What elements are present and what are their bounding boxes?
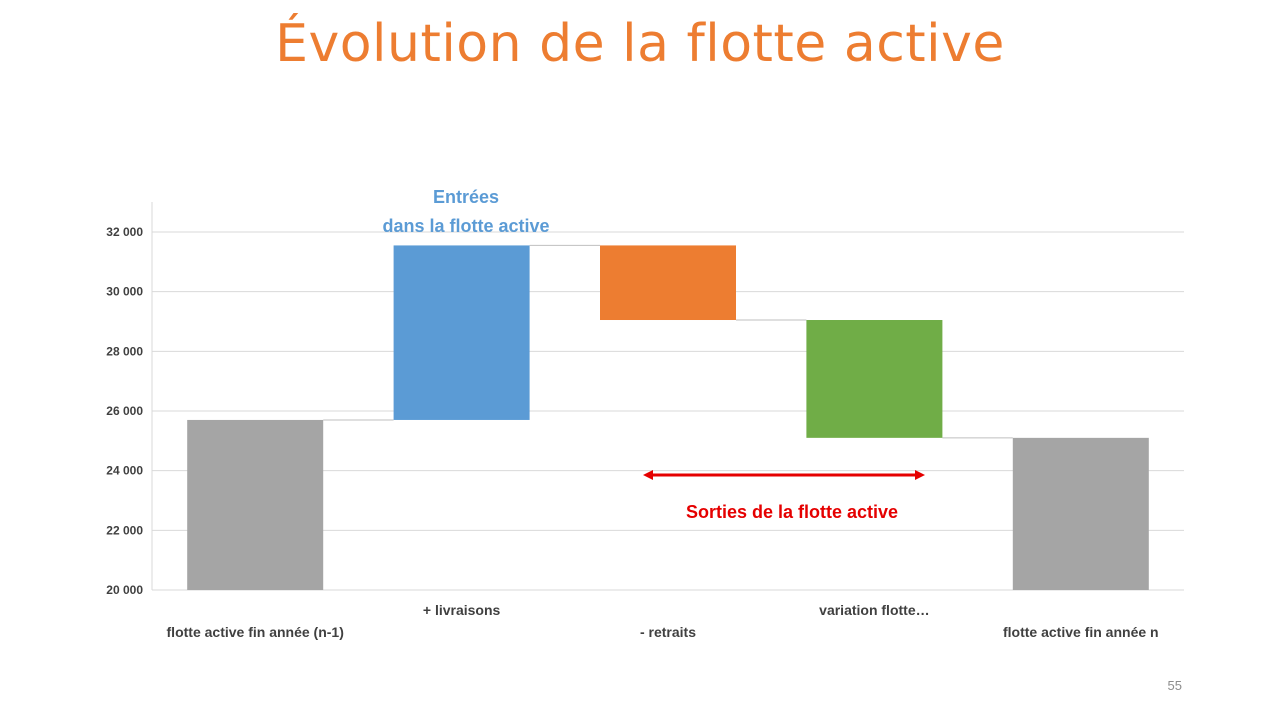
y-axis: 20 000 22 000 24 000 26 000 28 000 30 000 32 0… [106, 225, 143, 597]
bar-decrease [600, 245, 736, 321]
connectors [323, 244, 1013, 439]
x-tick-label: variation flotte… [819, 602, 929, 618]
slide-title: Évolution de la flotte active [275, 14, 1005, 74]
entrees-annotation: Entrées dans la flotte active [382, 187, 549, 236]
bar-total [1012, 437, 1149, 590]
entrees-annotation-line-1: Entrées [433, 187, 499, 207]
sorties-annotation: Sorties de la flotte active [686, 502, 898, 522]
bar-total [187, 419, 324, 590]
bar-decrease [806, 320, 943, 438]
bars [187, 245, 1149, 590]
y-tick-label: 20 000 [106, 583, 143, 597]
x-tick-label: - retraits [640, 624, 696, 640]
x-tick-label: + livraisons [423, 602, 501, 618]
y-tick-label: 26 000 [106, 404, 143, 418]
y-tick-label: 24 000 [106, 464, 143, 478]
x-tick-label: flotte active fin année (n-1) [167, 624, 344, 640]
entrees-annotation-line-2: dans la flotte active [382, 216, 549, 236]
y-tick-label: 30 000 [106, 285, 143, 299]
bar-increase [393, 245, 530, 420]
y-tick-label: 28 000 [106, 344, 143, 358]
x-axis: flotte active fin année (n-1) + livraison… [167, 602, 1159, 640]
page-number: 55 [1167, 678, 1182, 693]
y-tick-label: 32 000 [106, 225, 143, 239]
x-tick-label: flotte active fin année n [1003, 624, 1159, 640]
y-tick-label: 22 000 [106, 523, 143, 537]
